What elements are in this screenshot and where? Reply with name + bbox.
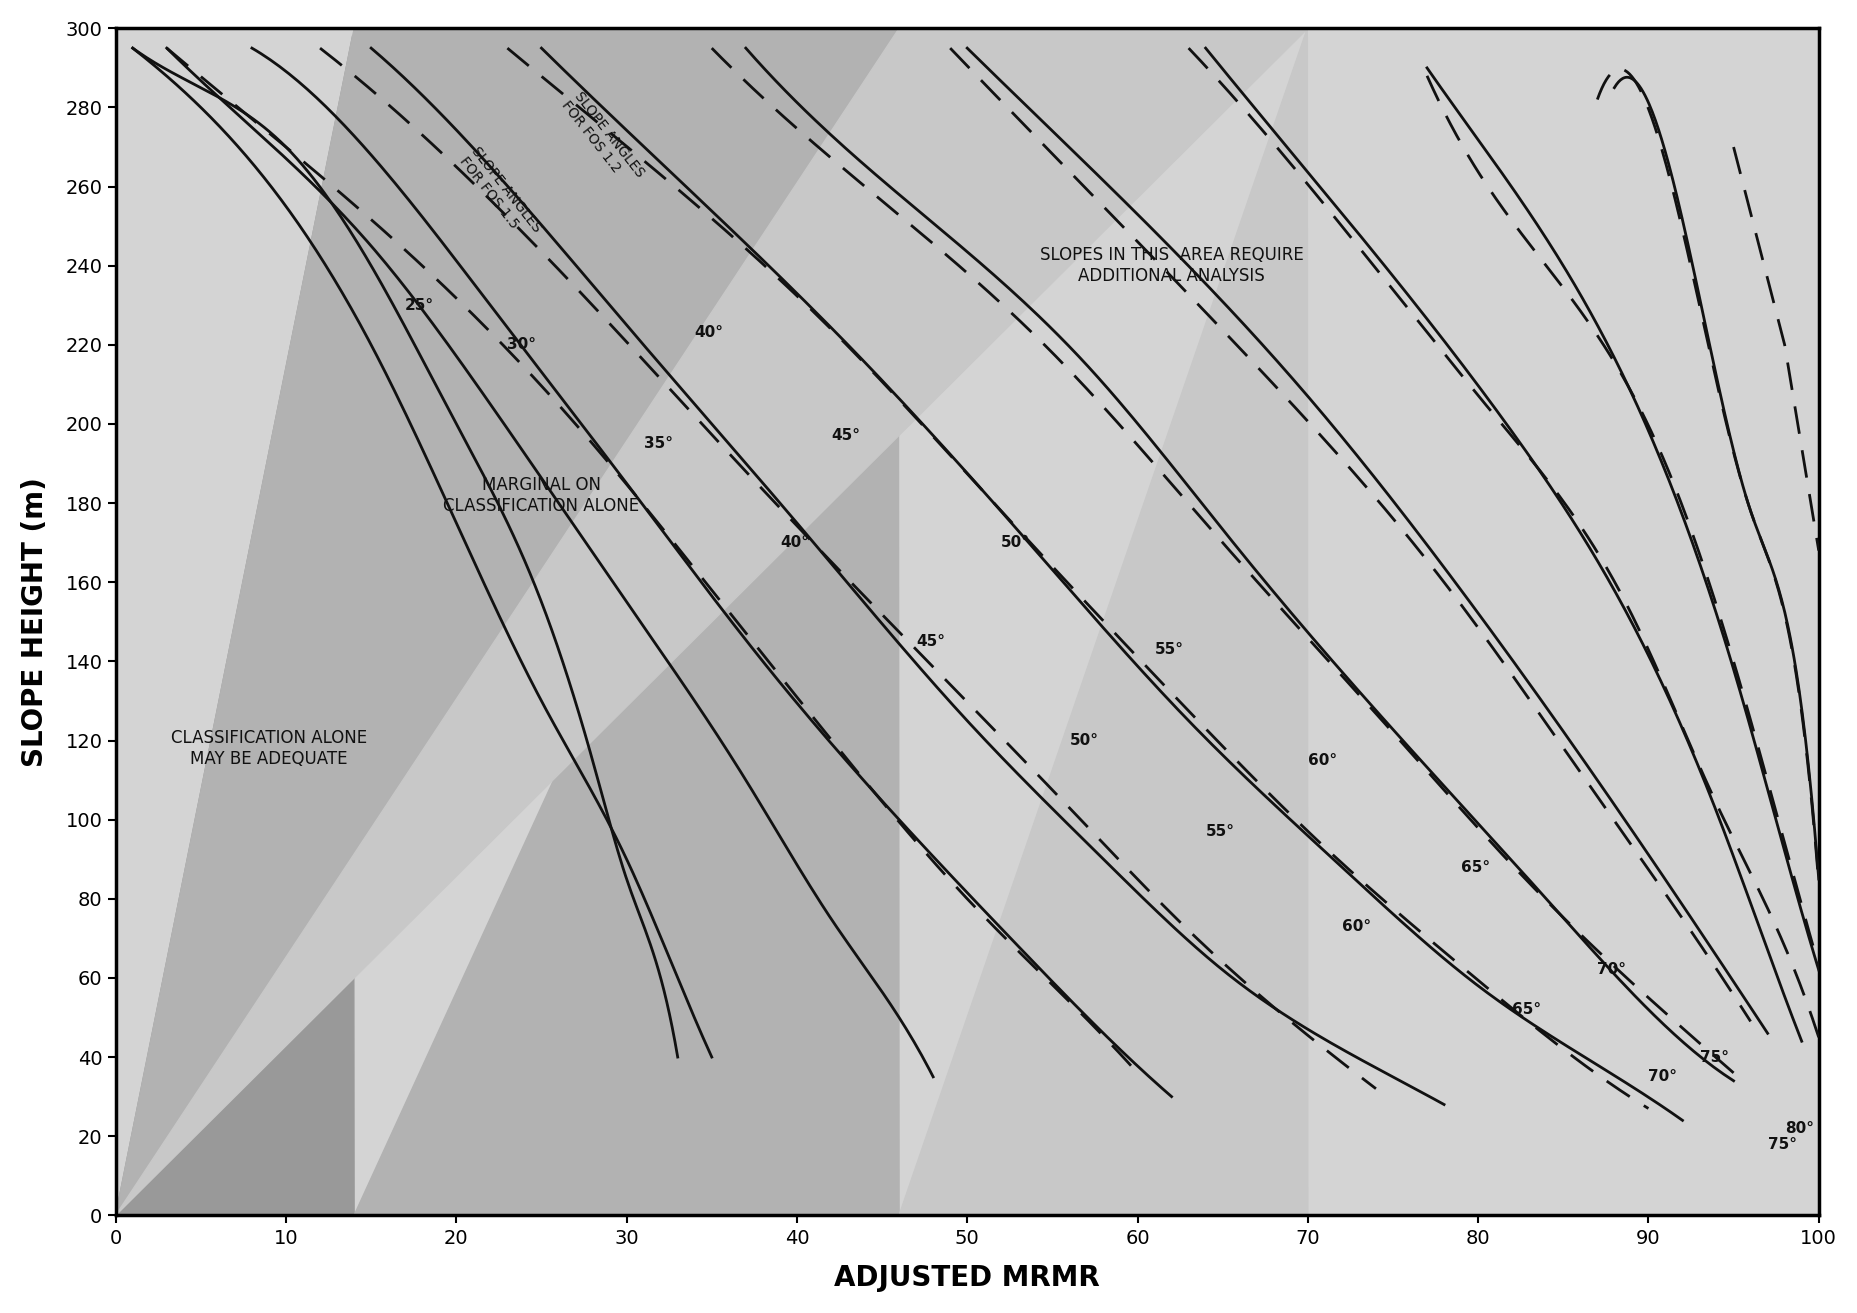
- Text: 50°: 50°: [1070, 733, 1097, 748]
- Text: SLOPE ANGLES
FOR FOS 1.2: SLOPE ANGLES FOR FOS 1.2: [559, 89, 646, 189]
- Text: 30°: 30°: [507, 337, 537, 352]
- Text: 70°: 70°: [1597, 962, 1625, 977]
- Polygon shape: [115, 29, 1307, 1216]
- Text: 45°: 45°: [830, 428, 860, 444]
- Text: 50°: 50°: [1001, 536, 1031, 550]
- Text: 60°: 60°: [1307, 752, 1337, 768]
- Text: 55°: 55°: [1205, 825, 1233, 839]
- Text: 65°: 65°: [1460, 860, 1489, 874]
- Text: SLOPE ANGLES
FOR FOS 1.5: SLOPE ANGLES FOR FOS 1.5: [457, 144, 544, 246]
- Text: 55°: 55°: [1153, 642, 1183, 656]
- Text: 65°: 65°: [1512, 1002, 1541, 1018]
- Text: 45°: 45°: [916, 634, 945, 649]
- Text: 40°: 40°: [780, 536, 808, 550]
- Text: MARGINAL ON
CLASSIFICATION ALONE: MARGINAL ON CLASSIFICATION ALONE: [444, 475, 639, 515]
- Polygon shape: [115, 29, 355, 1216]
- Text: 75°: 75°: [1699, 1049, 1727, 1065]
- Text: 80°: 80°: [1785, 1121, 1812, 1136]
- Polygon shape: [115, 29, 899, 1216]
- Text: 75°: 75°: [1766, 1137, 1796, 1152]
- Text: 40°: 40°: [695, 326, 724, 340]
- Y-axis label: SLOPE HEIGHT (m): SLOPE HEIGHT (m): [20, 477, 48, 767]
- Text: SLOPES IN THIS  AREA REQUIRE
ADDITIONAL ANALYSIS: SLOPES IN THIS AREA REQUIRE ADDITIONAL A…: [1040, 247, 1304, 285]
- Text: 25°: 25°: [405, 298, 435, 312]
- Text: 70°: 70°: [1647, 1069, 1677, 1085]
- X-axis label: ADJUSTED MRMR: ADJUSTED MRMR: [834, 1264, 1099, 1292]
- Text: 35°: 35°: [643, 436, 672, 452]
- Text: 60°: 60°: [1341, 919, 1370, 934]
- Text: CLASSIFICATION ALONE
MAY BE ADEQUATE: CLASSIFICATION ALONE MAY BE ADEQUATE: [171, 729, 368, 768]
